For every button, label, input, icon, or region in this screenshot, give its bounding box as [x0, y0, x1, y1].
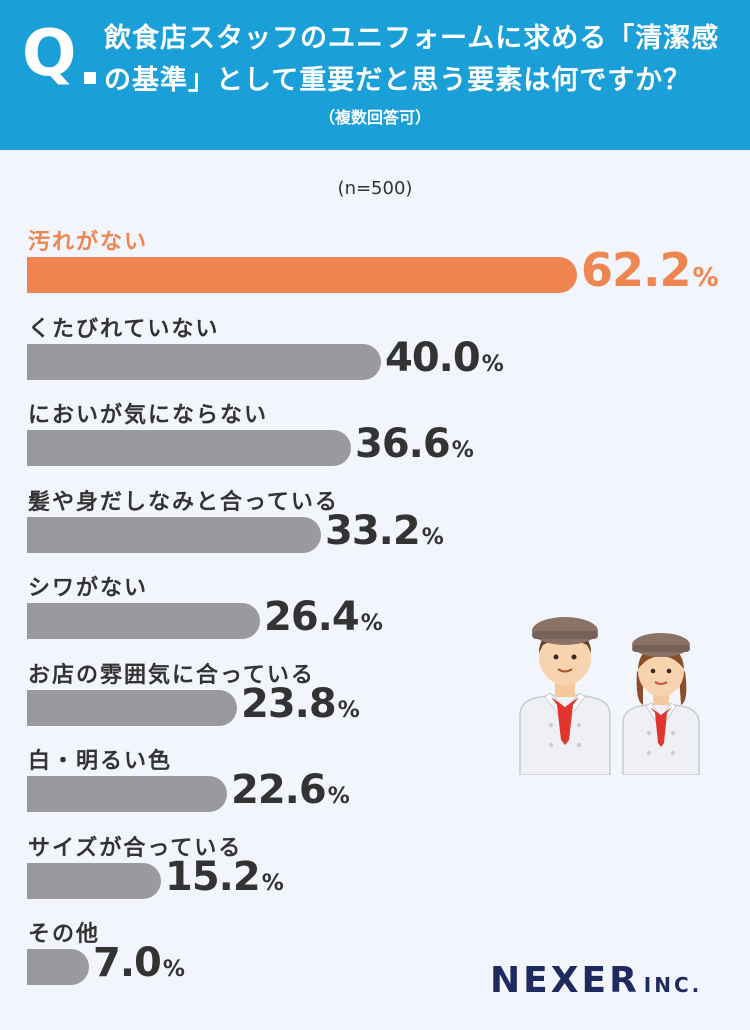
category-label: 髪や身だしなみと合っている	[28, 489, 339, 515]
value-label: 26.4%	[264, 594, 383, 640]
female-chef-figure	[622, 633, 700, 775]
category-label: 汚れがない	[28, 230, 149, 255]
logo-suffix-text: INC.	[643, 973, 703, 997]
bar	[27, 862, 161, 899]
bar	[27, 257, 577, 293]
value-label: 15.2%	[165, 853, 284, 900]
category-label: においが気にならない	[28, 403, 269, 428]
bar	[27, 776, 227, 812]
q-mark: Q	[22, 17, 77, 91]
value-label: 62.2%	[581, 243, 719, 297]
bar	[27, 516, 321, 553]
bar	[27, 430, 351, 466]
value-label: 23.8%	[241, 680, 360, 727]
value-label: 7.0%	[93, 940, 185, 986]
category-label: サイズが合っている	[28, 835, 243, 861]
question-header: Q 飲食店スタッフのユニフォームに求める「清潔感の基準」として重要だと思う要素は…	[0, 0, 750, 150]
bar	[27, 949, 89, 985]
logo-main-text: NEXER	[490, 960, 640, 1001]
question-note: （複数回答可）	[318, 108, 431, 127]
value-label: 36.6%	[355, 421, 474, 467]
sample-size: (n=500)	[337, 178, 413, 199]
category-label: くたびれていない	[28, 316, 220, 342]
category-label: その他	[28, 922, 101, 947]
male-chef-figure	[519, 617, 611, 775]
value-label: 40.0%	[385, 334, 504, 381]
bar	[27, 689, 237, 726]
value-label: 22.6%	[231, 767, 350, 813]
value-label: 33.2%	[325, 507, 444, 554]
bar	[27, 603, 260, 639]
q-dot	[84, 72, 96, 84]
bar	[27, 343, 381, 380]
category-label: お店の雰囲気に合っている	[28, 662, 315, 688]
question-text: 飲食店スタッフのユニフォームに求める「清潔感の基準」として重要だと思う要素は何で…	[104, 23, 720, 96]
chef-illustration	[519, 617, 700, 775]
category-label: シワがない	[28, 576, 149, 601]
category-label: 白・明るい色	[28, 749, 173, 774]
nexer-logo: NEXER INC.	[490, 960, 702, 1001]
